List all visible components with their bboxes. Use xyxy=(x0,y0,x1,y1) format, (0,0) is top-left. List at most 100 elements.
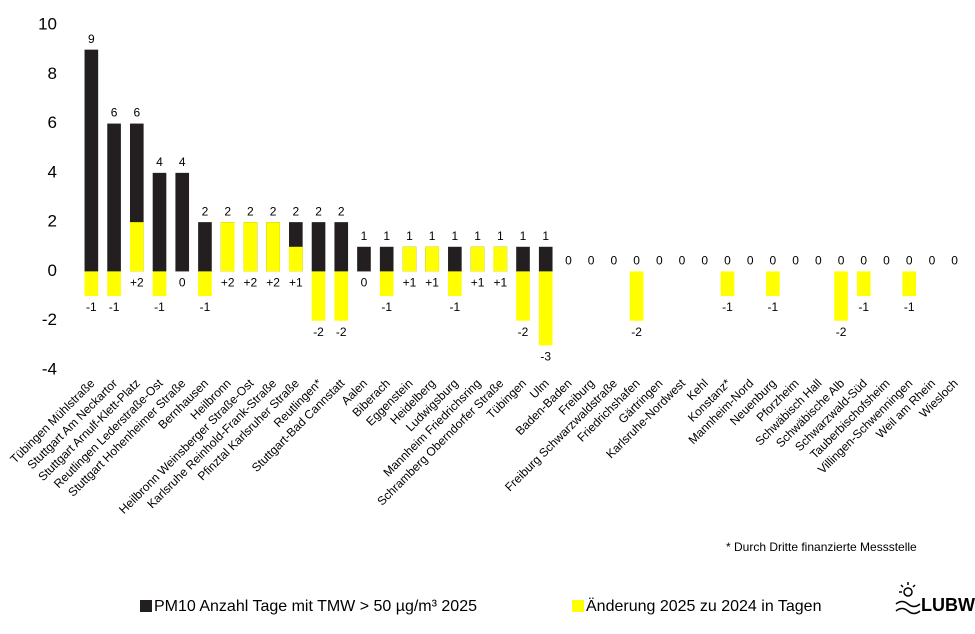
value-label: -3 xyxy=(540,350,551,364)
value-label: 2 xyxy=(247,204,254,218)
value-label: 2 xyxy=(292,204,299,218)
y-tick-label: -4 xyxy=(42,359,57,378)
value-label: 1 xyxy=(383,229,390,243)
bar xyxy=(266,222,280,272)
bar xyxy=(220,222,235,272)
value-label: -2 xyxy=(631,325,642,339)
value-label: +2 xyxy=(266,276,280,290)
value-label: +1 xyxy=(425,276,439,290)
value-label: +1 xyxy=(289,276,303,290)
value-label: 6 xyxy=(133,106,140,120)
value-label: +1 xyxy=(471,276,485,290)
value-label: 0 xyxy=(679,254,686,268)
value-label: -2 xyxy=(518,325,529,339)
value-label: -1 xyxy=(109,300,120,314)
bar xyxy=(629,271,644,321)
legend-label: PM10 Anzahl Tage mit TMW > 50 µg/m³ 2025 xyxy=(154,598,477,615)
value-label: 0 xyxy=(611,254,618,268)
value-label: -2 xyxy=(313,325,324,339)
bar xyxy=(516,271,530,321)
y-tick-label: 8 xyxy=(48,64,57,83)
bar xyxy=(152,172,167,272)
bar xyxy=(311,271,326,321)
value-label: -2 xyxy=(836,325,847,339)
y-tick-label: 2 xyxy=(48,212,57,231)
value-label: -1 xyxy=(200,300,211,314)
bar xyxy=(357,246,371,272)
value-label: 0 xyxy=(770,254,777,268)
bar xyxy=(448,246,462,272)
bar xyxy=(107,123,121,272)
value-label: 0 xyxy=(906,254,913,268)
bar xyxy=(902,271,917,297)
y-tick-label: -2 xyxy=(42,310,57,329)
value-label: -1 xyxy=(722,300,733,314)
y-tick-label: 4 xyxy=(48,162,57,181)
value-label: 0 xyxy=(565,254,572,268)
value-label: 0 xyxy=(951,254,958,268)
bar xyxy=(334,271,349,321)
bar xyxy=(720,271,735,297)
value-label: 1 xyxy=(520,229,527,243)
y-tick-label: 0 xyxy=(48,261,57,280)
bar xyxy=(334,222,349,272)
value-label: 0 xyxy=(656,254,663,268)
bar xyxy=(516,246,530,272)
bar xyxy=(538,246,553,272)
value-label: 0 xyxy=(838,254,845,268)
value-label: 0 xyxy=(929,254,936,268)
bar xyxy=(493,246,508,272)
bar xyxy=(84,49,99,272)
bar xyxy=(470,246,485,272)
bar xyxy=(289,246,303,272)
value-label: 0 xyxy=(747,254,754,268)
bar xyxy=(448,271,462,297)
bar xyxy=(379,246,394,272)
value-label: 2 xyxy=(202,204,209,218)
value-label: 1 xyxy=(497,229,504,243)
value-label: 1 xyxy=(406,229,413,243)
bar xyxy=(379,271,394,297)
value-label: 0 xyxy=(860,254,867,268)
y-tick-label: 10 xyxy=(38,14,57,33)
bar xyxy=(243,222,258,272)
value-label: -2 xyxy=(336,325,347,339)
value-label: 0 xyxy=(792,254,799,268)
value-label: 1 xyxy=(542,229,549,243)
value-label: 4 xyxy=(156,155,163,169)
value-label: +2 xyxy=(244,276,258,290)
value-label: +1 xyxy=(403,276,417,290)
value-label: +2 xyxy=(130,276,144,290)
value-label: 0 xyxy=(724,254,731,268)
value-label: 4 xyxy=(179,155,186,169)
value-label: -1 xyxy=(904,300,915,314)
value-label: 2 xyxy=(315,204,322,218)
value-label: 2 xyxy=(224,204,231,218)
bar xyxy=(538,271,553,346)
bar xyxy=(107,271,121,297)
value-label: 0 xyxy=(883,254,890,268)
value-label: -1 xyxy=(381,300,392,314)
footnote: * Durch Dritte finanzierte Messstelle xyxy=(726,540,917,554)
value-label: 9 xyxy=(88,32,95,46)
value-label: 0 xyxy=(701,254,708,268)
bar xyxy=(129,222,144,272)
bar xyxy=(766,271,780,297)
logo-text: LUBW xyxy=(921,595,975,615)
value-label: 6 xyxy=(111,106,118,120)
logo: LUBW xyxy=(895,582,975,615)
value-label: 1 xyxy=(361,229,368,243)
bar xyxy=(84,271,99,297)
bar xyxy=(152,271,167,297)
value-label: 0 xyxy=(361,276,368,290)
value-label: 2 xyxy=(338,204,345,218)
bar xyxy=(198,271,212,297)
value-label: 0 xyxy=(815,254,822,268)
value-label: 1 xyxy=(474,229,481,243)
value-label: 1 xyxy=(452,229,459,243)
bar xyxy=(834,271,848,321)
value-label: -1 xyxy=(154,300,165,314)
legend-label: Änderung 2025 zu 2024 in Tagen xyxy=(586,597,821,615)
